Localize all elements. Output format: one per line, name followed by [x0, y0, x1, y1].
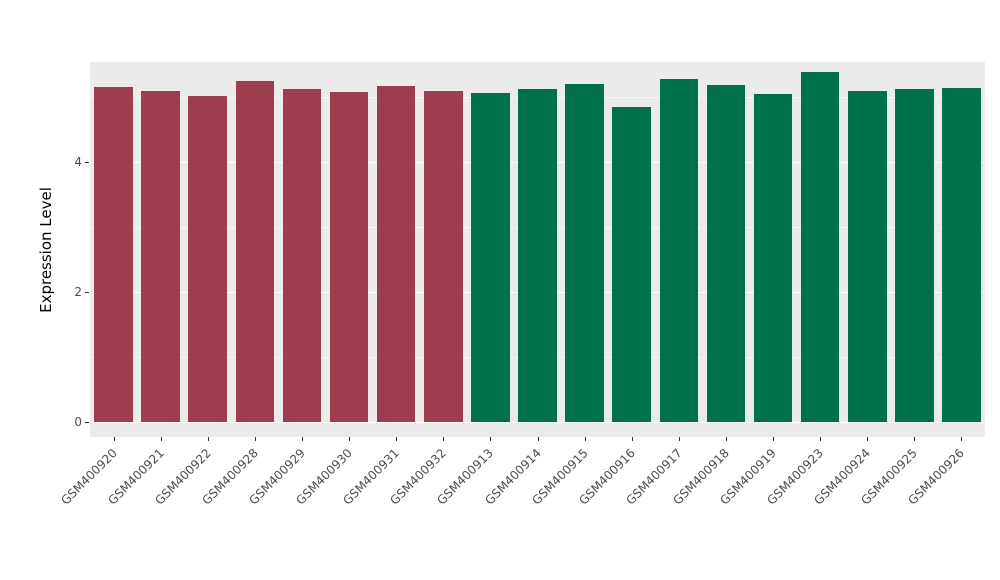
bar-GSM400919: [753, 93, 793, 422]
bar-GSM400913: [471, 93, 510, 422]
x-tick-mark: [631, 437, 633, 441]
bar-GSM400930: [329, 91, 369, 422]
y-tick-mark: [85, 162, 89, 163]
y-tick-label: 0: [74, 415, 82, 429]
bar-GSM400929: [282, 88, 322, 422]
y-tick-mark: [85, 422, 89, 423]
x-tick-mark: [301, 437, 303, 441]
y-axis-title: Expression Level: [37, 187, 55, 313]
x-tick-mark: [443, 437, 445, 441]
x-tick-mark: [349, 437, 351, 441]
x-tick-mark: [396, 437, 398, 441]
bar-GSM400921: [141, 90, 180, 422]
y-tick-label: 4: [74, 155, 82, 169]
bar-GSM400923: [800, 72, 840, 422]
x-tick-mark: [820, 437, 822, 441]
x-tick-mark: [914, 437, 916, 441]
bar-GSM400914: [518, 88, 557, 422]
x-tick-mark: [678, 437, 680, 441]
y-tick-label: 2: [74, 285, 82, 299]
x-tick-mark: [490, 437, 492, 441]
bar-GSM400924: [847, 90, 887, 422]
bar-GSM400931: [376, 85, 416, 422]
x-tick-mark: [537, 437, 539, 441]
bar-GSM400916: [612, 106, 652, 422]
bar-GSM400922: [188, 95, 228, 422]
bar-GSM400917: [659, 79, 699, 422]
x-tick-mark: [773, 437, 775, 441]
major-gridline: [90, 421, 985, 423]
x-tick-mark: [160, 437, 162, 441]
bar-GSM400925: [895, 88, 934, 422]
x-tick-mark: [113, 437, 115, 441]
x-tick-mark: [725, 437, 727, 441]
x-tick-mark: [254, 437, 256, 441]
plot-panel: [90, 62, 985, 437]
x-tick-mark: [207, 437, 209, 441]
x-tick-mark: [867, 437, 869, 441]
x-tick-mark: [584, 437, 586, 441]
x-tick-mark: [961, 437, 963, 441]
y-tick-mark: [85, 292, 89, 293]
bar-GSM400926: [942, 87, 981, 422]
bar-GSM400920: [94, 87, 133, 422]
bar-GSM400918: [706, 85, 746, 422]
bar-GSM400928: [235, 80, 275, 422]
bar-GSM400915: [565, 84, 604, 422]
bar-GSM400932: [423, 90, 463, 422]
